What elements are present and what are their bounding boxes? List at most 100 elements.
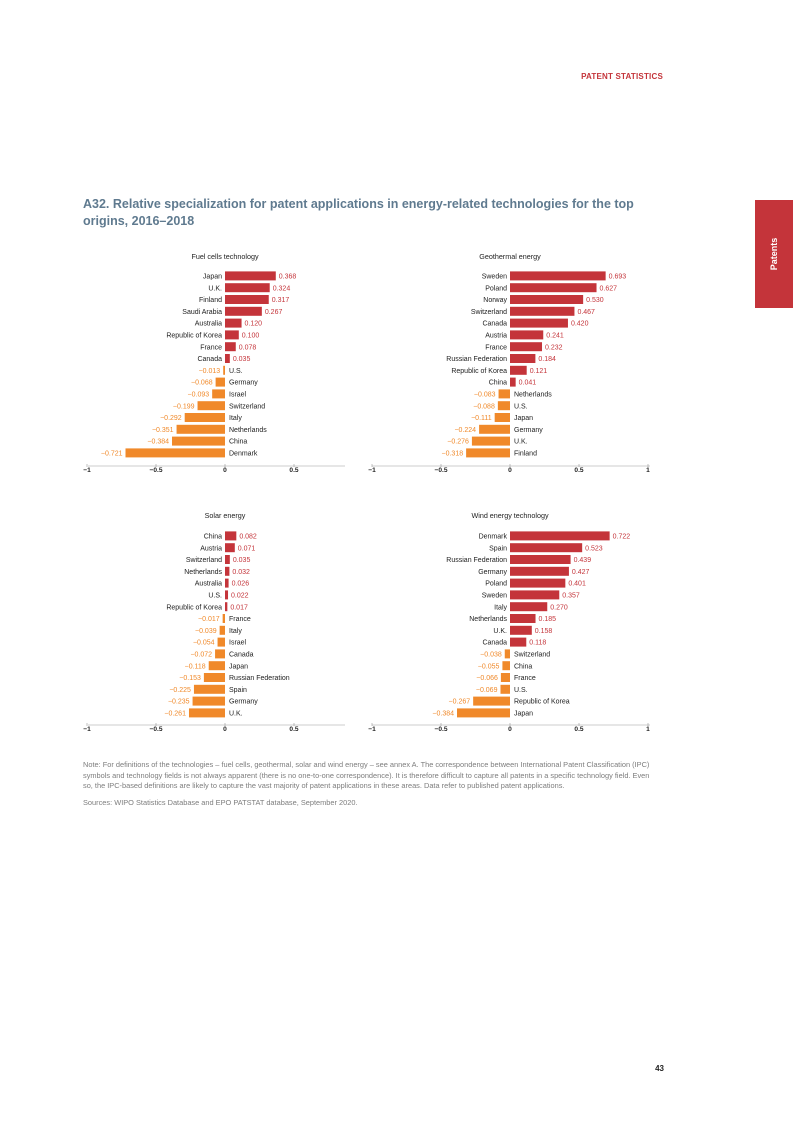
chart3-value-label-11: −0.118	[185, 663, 206, 670]
chart2-value-label-11: −0.088	[473, 403, 495, 410]
chart4-category-label-3: Germany	[478, 569, 507, 576]
chart4-value-label-3: 0.427	[572, 569, 590, 576]
chart4-value-label-1: 0.523	[585, 545, 603, 552]
chart3-bar-15	[188, 708, 225, 718]
chart4-category-label-15: Japan	[514, 711, 533, 718]
chart2-value-label-14: −0.276	[447, 439, 469, 446]
chart3-category-label-6: Republic of Korea	[166, 604, 222, 611]
chart4-value-label-2: 0.439	[574, 557, 592, 564]
chart4-category-label-6: Italy	[494, 604, 507, 611]
chart3-bar-8	[219, 625, 225, 635]
chart2-category-label-5: Austria	[485, 333, 507, 340]
chart3-bar-5	[225, 590, 229, 600]
chart3-bar-10	[215, 649, 225, 659]
chart2-value-label-6: 0.232	[545, 344, 563, 351]
side-tab-patents[interactable]: Patents	[755, 200, 793, 308]
chart1-tick-label-3: 0.5	[289, 467, 298, 474]
chart3-tick-label-3: 0.5	[289, 726, 298, 733]
chart2-bar-12	[494, 413, 510, 422]
chart1-category-label-10: Israel	[229, 392, 247, 399]
chart2-value-label-1: 0.627	[600, 285, 618, 292]
chart4-value-label-0: 0.722	[613, 534, 631, 541]
sources-text: Sources: WIPO Statistics Database and EP…	[83, 797, 358, 807]
chart3-category-label-0: China	[204, 534, 222, 541]
chart3-value-label-0: 0.082	[239, 534, 257, 541]
chart2-category-label-3: Switzerland	[471, 309, 507, 316]
chart2-bar-9	[510, 377, 516, 387]
chart2-bar-11	[497, 401, 510, 411]
chart3-value-label-9: −0.054	[193, 640, 215, 647]
chart3-value-label-7: −0.017	[198, 616, 220, 623]
chart1-title: Fuel cells technology	[191, 252, 259, 261]
chart1-tick-label-2: 0	[223, 467, 227, 474]
chart2-category-label-6: France	[485, 344, 507, 351]
chart1-category-label-12: Italy	[229, 415, 242, 422]
chart2-value-label-8: 0.121	[530, 368, 548, 375]
chart1-value-label-14: −0.384	[147, 439, 169, 446]
chart2-category-label-8: Republic of Korea	[451, 368, 507, 375]
chart4-value-label-10: −0.038	[480, 652, 502, 659]
chart1-bar-10	[212, 389, 225, 399]
chart3-category-label-7: France	[229, 616, 251, 623]
chart1-value-label-7: 0.035	[233, 356, 251, 363]
chart2-category-label-15: Finland	[514, 451, 537, 458]
chart1-value-label-9: −0.068	[191, 380, 213, 387]
chart4-category-label-11: China	[514, 663, 532, 670]
chart4-bar-5	[510, 590, 560, 600]
chart2-value-label-3: 0.467	[577, 309, 595, 316]
chart4-value-label-8: 0.158	[535, 628, 553, 635]
chart3-value-label-14: −0.235	[168, 699, 190, 706]
chart2-title: Geothermal energy	[479, 252, 541, 261]
chart1-category-label-0: Japan	[203, 274, 222, 281]
chart4-category-label-1: Spain	[489, 545, 507, 552]
chart4-bar-0	[510, 531, 610, 541]
chart3-value-label-6: 0.017	[230, 604, 248, 611]
chart1-bar-8	[223, 365, 225, 375]
chart4-category-label-4: Poland	[485, 581, 507, 588]
section-header: PATENT STATISTICS	[581, 72, 663, 81]
chart1-bar-12	[184, 413, 225, 422]
chart4-category-label-7: Netherlands	[469, 616, 507, 623]
chart2-category-label-11: U.S.	[514, 403, 528, 410]
chart2-bar-5	[510, 330, 544, 340]
chart3-value-label-1: 0.071	[238, 545, 256, 552]
chart2-bar-0	[510, 271, 606, 281]
chart1-bar-7	[225, 354, 230, 363]
charts-canvas: Fuel cells technology Japan 0.368 U.K. 0.324…	[83, 252, 650, 733]
chart4-value-label-6: 0.270	[550, 604, 568, 611]
chart1-category-label-9: Germany	[229, 380, 258, 387]
chart1-value-label-2: 0.317	[272, 297, 290, 304]
chart4-bar-2	[510, 555, 571, 564]
chart1-category-label-15: Denmark	[229, 451, 258, 458]
chart4-category-label-5: Sweden	[482, 593, 507, 600]
figure-title: A32. Relative specialization for patent …	[83, 197, 634, 228]
chart3-value-label-4: 0.026	[232, 581, 250, 588]
chart2-category-label-9: China	[489, 380, 507, 387]
chart3-value-label-12: −0.153	[179, 675, 201, 682]
chart3-bar-7	[222, 614, 225, 623]
chart3-bar-0	[225, 531, 237, 541]
chart1-bar-0	[225, 271, 276, 281]
chart2-value-label-0: 0.693	[609, 274, 627, 281]
chart3-category-label-1: Austria	[200, 545, 222, 552]
chart1-value-label-13: −0.351	[152, 427, 174, 434]
chart3-category-label-3: Netherlands	[184, 569, 222, 576]
chart1-bar-13	[176, 424, 225, 434]
chart2-category-label-2: Norway	[483, 297, 507, 304]
chart4-value-label-11: −0.055	[478, 663, 500, 670]
chart2-value-label-13: −0.224	[454, 427, 476, 434]
chart2-tick-label-0: −1	[368, 467, 376, 474]
chart1-bar-3	[225, 306, 262, 316]
chart1-bar-4	[225, 318, 242, 328]
chart4-bar-10	[504, 649, 510, 659]
chart2-value-label-10: −0.083	[474, 392, 496, 399]
chart3-tick-label-2: 0	[223, 726, 227, 733]
chart3-category-label-12: Russian Federation	[229, 675, 290, 682]
note-text: Note: For definitions of the technologie…	[83, 760, 650, 791]
chart1-category-label-11: Switzerland	[229, 403, 265, 410]
chart1-bar-5	[225, 330, 239, 340]
chart3-title: Solar energy	[205, 511, 246, 520]
chart4-value-label-5: 0.357	[562, 593, 580, 600]
chart4-bar-8	[510, 625, 532, 635]
chart2-tick-label-3: 0.5	[574, 467, 583, 474]
